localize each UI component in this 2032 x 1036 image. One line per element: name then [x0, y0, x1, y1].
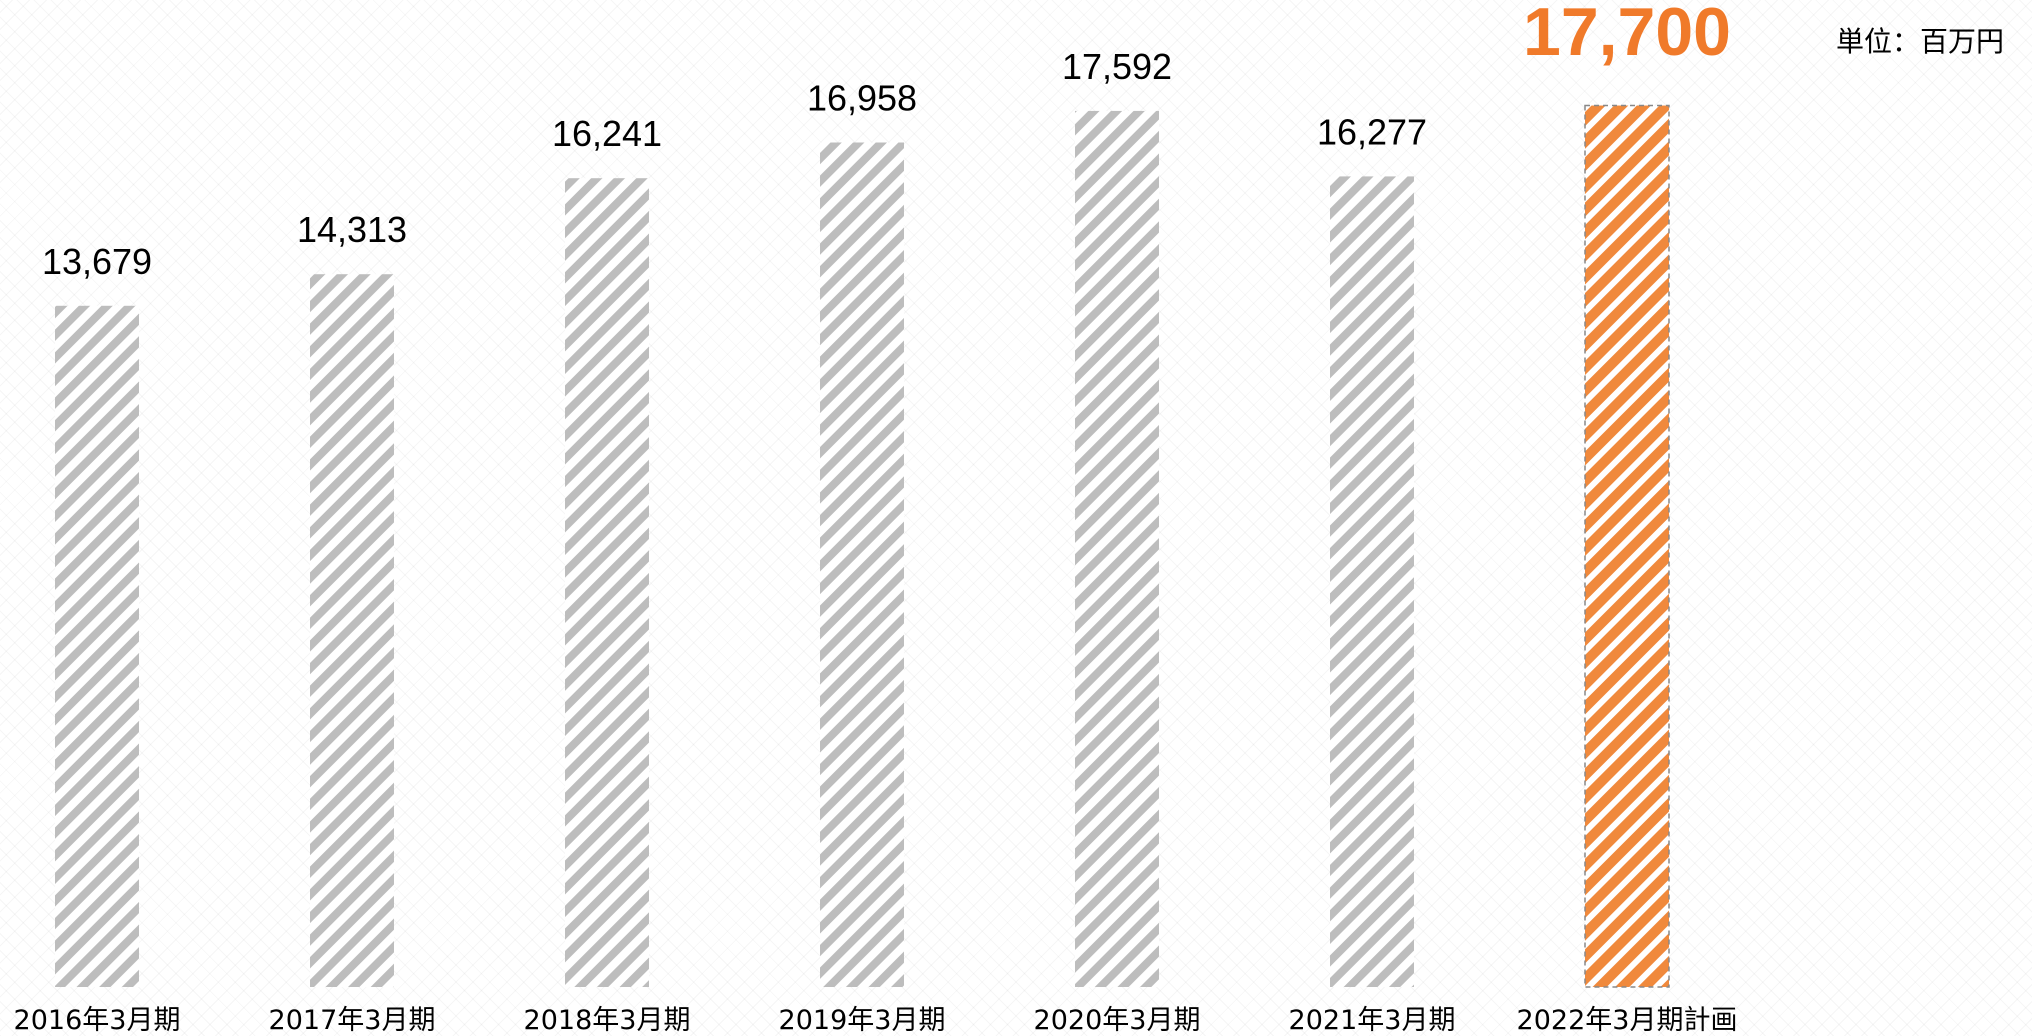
- bar-5: [1330, 176, 1414, 987]
- category-label-1: 2017年3月期: [269, 1005, 436, 1036]
- unit-label: 単位：百万円: [1835, 25, 2004, 58]
- category-label-2: 2018年3月期: [524, 1005, 691, 1036]
- value-label-2: 16,241: [552, 113, 662, 154]
- category-label-3: 2019年3月期: [779, 1005, 946, 1036]
- bar-3: [820, 142, 904, 988]
- category-label-5: 2021年3月期: [1289, 1005, 1456, 1036]
- category-label-6: 2022年3月期計画: [1517, 1005, 1738, 1036]
- bar-6: [1584, 104, 1670, 988]
- bar-1: [310, 274, 394, 987]
- bar-0: [55, 305, 139, 988]
- bar-4: [1075, 110, 1159, 988]
- value-label-4: 17,592: [1062, 46, 1172, 87]
- category-label-0: 2016年3月期: [14, 1005, 181, 1036]
- category-label-4: 2020年3月期: [1034, 1005, 1201, 1036]
- bar-2: [565, 178, 649, 988]
- value-label-6: 17,700: [1523, 0, 1731, 70]
- value-label-0: 13,679: [42, 241, 152, 282]
- value-label-3: 16,958: [807, 77, 917, 118]
- value-label-1: 14,313: [297, 209, 407, 250]
- value-label-5: 16,277: [1317, 111, 1427, 152]
